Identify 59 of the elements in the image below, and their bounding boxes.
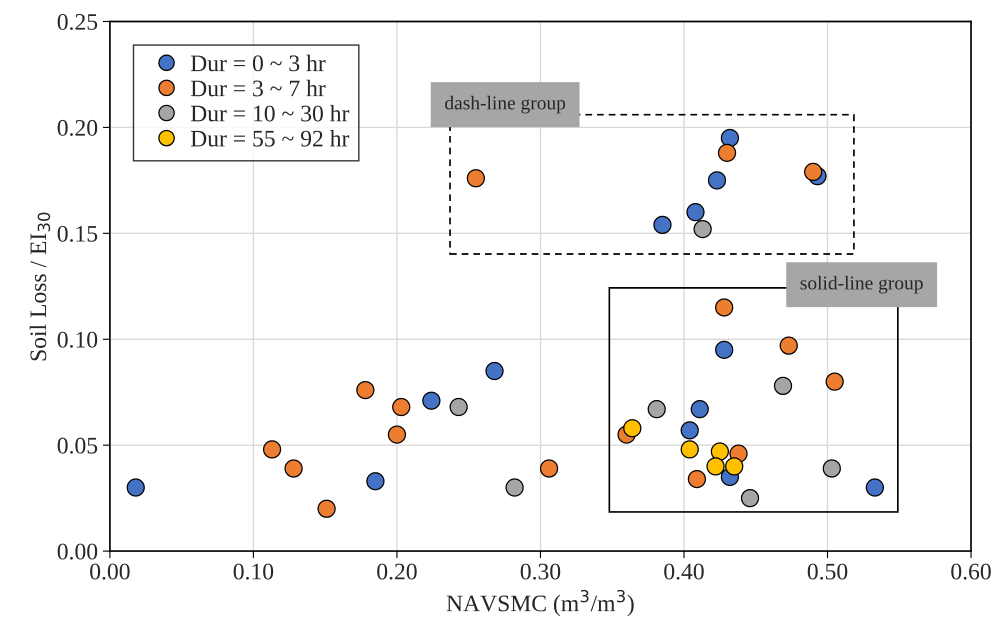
x-tick-label: 0.40	[664, 564, 704, 580]
point	[826, 372, 844, 391]
x-tick-label: 0.30	[520, 564, 560, 580]
y-tick-label: 0.10	[58, 332, 98, 348]
y-axis-title: Soil Loss / EI$_{30}$	[30, 212, 50, 360]
point	[706, 457, 725, 476]
point	[780, 336, 798, 355]
point	[690, 400, 709, 418]
point	[866, 478, 884, 497]
point	[688, 470, 706, 488]
x-tick-label: 0.00	[90, 564, 130, 580]
point	[740, 489, 760, 508]
point	[505, 478, 524, 497]
y-tick-label: 0.15	[58, 226, 98, 242]
point	[720, 128, 740, 148]
point	[686, 203, 705, 222]
point	[317, 500, 336, 518]
point	[718, 144, 736, 162]
x-axis-title: NAVSMC (m$^{3}$/m$^{3}$)	[446, 590, 634, 616]
point	[725, 457, 744, 476]
point	[388, 425, 406, 444]
y-tick-label: 0.25	[58, 14, 98, 30]
point	[366, 472, 385, 490]
point	[694, 220, 712, 238]
point	[822, 459, 841, 478]
point	[485, 362, 504, 380]
point	[653, 216, 672, 234]
point	[804, 162, 822, 182]
point	[450, 398, 468, 416]
point	[680, 421, 699, 440]
y-tick-label: 0.00	[58, 544, 98, 560]
point	[715, 340, 734, 359]
point	[710, 442, 729, 461]
y-tick-label: 0.05	[58, 438, 98, 454]
point	[680, 440, 699, 459]
legend-label: Dur = 3 ~ 7 hr	[190, 80, 326, 96]
point	[284, 459, 303, 478]
annotation: solid-line group	[800, 276, 923, 294]
x-tick-label: 0.50	[808, 564, 848, 580]
point	[466, 169, 486, 188]
point	[715, 298, 734, 317]
x-tick-label: 0.10	[234, 564, 274, 580]
point	[708, 171, 726, 190]
legend-label: Dur = 10 ~ 30 hr	[190, 104, 350, 122]
x-tick-label: 0.60	[951, 564, 991, 580]
legend-label: Dur = 0 ~ 3 hr	[190, 54, 326, 72]
point	[392, 398, 410, 416]
legend-label: Dur = 55 ~ 92 hr	[190, 130, 350, 147]
point	[774, 376, 792, 395]
point	[356, 380, 374, 400]
annotation: dash-line group	[445, 96, 566, 114]
x-tick-label: 0.20	[377, 564, 417, 580]
point	[540, 459, 558, 478]
point	[422, 392, 441, 410]
point	[126, 478, 145, 497]
y-tick-label: 0.20	[58, 120, 98, 136]
point	[262, 440, 282, 459]
point	[623, 419, 642, 438]
point	[648, 400, 666, 418]
